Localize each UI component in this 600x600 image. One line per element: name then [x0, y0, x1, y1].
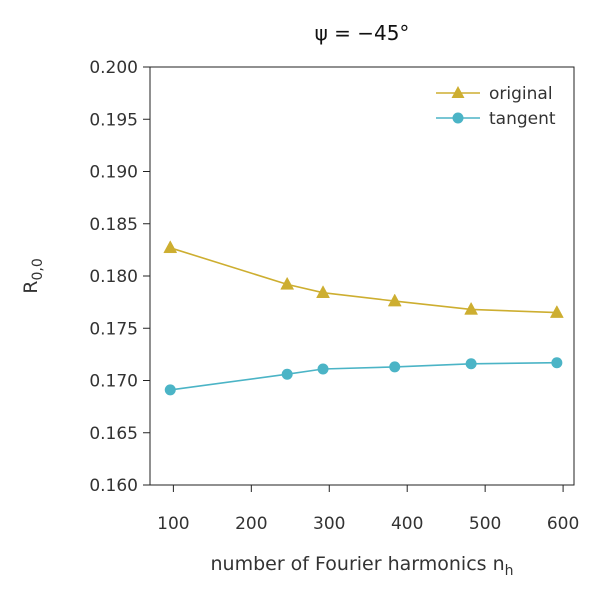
data-point-tangent [465, 358, 477, 370]
y-tick-label: 0.160 [89, 476, 138, 496]
x-tick-label: 600 [547, 514, 579, 534]
y-tick-label: 0.200 [89, 58, 138, 78]
legend-marker-original [451, 86, 465, 98]
legend-marker-tangent [452, 112, 464, 124]
x-axis: 100 200 300 400 500 600 [157, 485, 579, 534]
data-point-tangent [281, 368, 293, 380]
y-tick-label: 0.175 [89, 319, 138, 339]
data-point-tangent [551, 357, 563, 369]
y-tick-label: 0.190 [89, 163, 138, 183]
y-tick-label: 0.170 [89, 372, 138, 392]
x-tick-label: 300 [313, 514, 345, 534]
data-point-original [387, 293, 402, 307]
series-line-tangent [170, 361, 557, 391]
chart-title: ψ = −45° [315, 21, 410, 45]
data-point-tangent [164, 384, 176, 396]
x-tick-label: 100 [157, 514, 189, 534]
series-line-original [170, 247, 557, 314]
x-tick-label: 200 [235, 514, 267, 534]
x-tick-label: 400 [391, 514, 423, 534]
y-tick-label: 0.195 [89, 110, 138, 130]
x-axis-label: number of Fourier harmonics nh [210, 553, 513, 579]
data-point-original [549, 305, 564, 318]
x-tick-label: 500 [469, 514, 501, 534]
series-layer [163, 240, 564, 396]
y-axis-label: R0,0 [20, 258, 46, 293]
data-point-tangent [389, 361, 401, 373]
y-tick-label: 0.185 [89, 215, 138, 235]
legend: original tangent [436, 84, 556, 129]
y-tick-label: 0.165 [89, 424, 138, 444]
x-axis-label-subscript: h [505, 563, 514, 579]
y-tick-label: 0.180 [89, 267, 138, 287]
data-point-original [316, 285, 330, 298]
y-axis-label-subscript: 0,0 [30, 258, 46, 280]
legend-label-original: original [489, 84, 553, 104]
plot-frame [149, 66, 575, 486]
data-point-original [280, 276, 295, 290]
legend-label-tangent: tangent [489, 109, 556, 129]
data-point-tangent [317, 363, 329, 375]
data-point-original [163, 240, 178, 254]
data-point-original [464, 301, 479, 315]
y-axis: 0.160 0.165 0.170 0.175 0.180 0.185 0.190 0.195… [89, 58, 150, 496]
